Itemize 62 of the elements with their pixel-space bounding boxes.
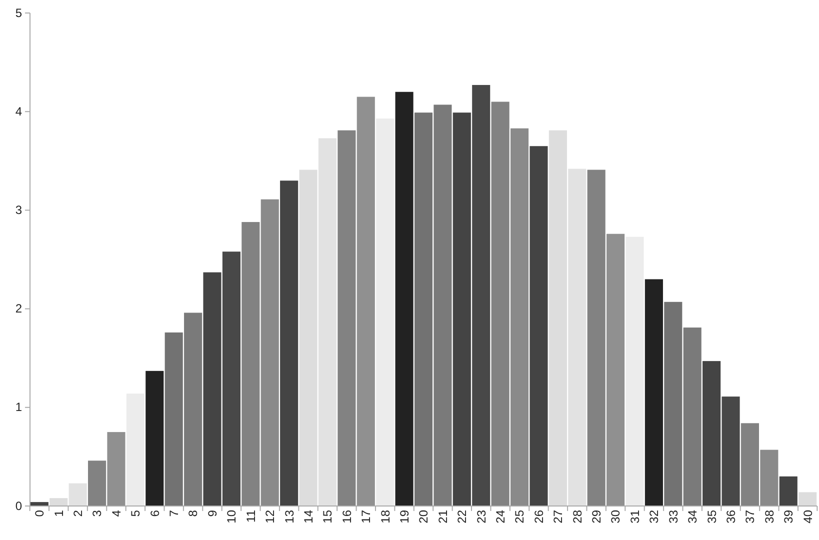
x-tick-label: 2 <box>71 510 86 517</box>
x-tick-label: 28 <box>570 510 584 524</box>
x-tick-label: 32 <box>647 510 662 524</box>
x-tick-label: 36 <box>724 510 738 524</box>
x-tick-label: 14 <box>301 510 316 524</box>
x-tick-label: 15 <box>320 510 335 524</box>
bar <box>606 234 625 506</box>
bar <box>779 476 798 506</box>
x-tick-label: 19 <box>397 510 412 524</box>
x-tick-label: 3 <box>90 510 104 517</box>
x-tick-label: 7 <box>167 510 182 517</box>
x-tick-label: 16 <box>340 510 354 524</box>
x-tick-label: 5 <box>128 510 143 517</box>
x-tick-label: 33 <box>666 510 680 524</box>
x-tick-label: 1 <box>52 510 66 517</box>
bar <box>587 170 606 506</box>
x-tick-label: 30 <box>608 510 623 524</box>
bar <box>395 92 414 506</box>
x-tick-label: 11 <box>244 510 258 522</box>
x-tick-label: 23 <box>474 510 488 524</box>
x-tick-label: 40 <box>800 510 815 524</box>
bar <box>338 130 356 506</box>
x-tick-label: 35 <box>704 510 719 524</box>
y-tick-label: 1 <box>15 400 22 414</box>
x-tick-label: 25 <box>512 510 527 524</box>
x-tick-label: 6 <box>148 510 162 517</box>
bar <box>376 118 394 506</box>
x-tick-label: 26 <box>532 510 546 524</box>
x-tick-label: 12 <box>263 510 278 524</box>
x-tick-label: 10 <box>224 510 239 524</box>
x-tick-label: 17 <box>359 510 374 524</box>
bar <box>88 460 106 506</box>
bar <box>356 96 375 506</box>
x-tick-label: 22 <box>455 510 470 524</box>
x-tick-label: 18 <box>378 510 392 524</box>
bar <box>280 180 298 506</box>
bar <box>530 146 548 506</box>
x-tick-label: 21 <box>436 510 450 524</box>
bar <box>798 492 817 506</box>
x-tick-label: 8 <box>186 510 200 517</box>
x-tick-label: 38 <box>762 510 776 524</box>
y-tick-label: 3 <box>15 203 22 218</box>
x-tick-label: 31 <box>628 510 642 524</box>
bar <box>146 370 164 506</box>
y-tick-label: 2 <box>15 302 22 316</box>
x-tick-label: 29 <box>590 510 604 524</box>
bar <box>107 432 126 506</box>
x-tick-label: 34 <box>686 510 700 524</box>
x-tick-label: 39 <box>782 510 796 524</box>
x-tick-label: 37 <box>743 510 758 524</box>
bar <box>644 279 663 506</box>
x-tick-label: 27 <box>551 510 566 524</box>
x-tick-label: 0 <box>32 510 47 517</box>
x-tick-label: 4 <box>109 510 124 517</box>
x-tick-label: 20 <box>416 510 431 524</box>
bar <box>126 394 144 506</box>
x-tick-label: 13 <box>282 510 296 524</box>
x-tick-label: 24 <box>494 510 508 524</box>
x-tick-label: 9 <box>205 510 220 517</box>
y-tick-label: 5 <box>15 6 22 20</box>
bar <box>626 236 644 506</box>
y-tick-label: 4 <box>15 104 22 118</box>
